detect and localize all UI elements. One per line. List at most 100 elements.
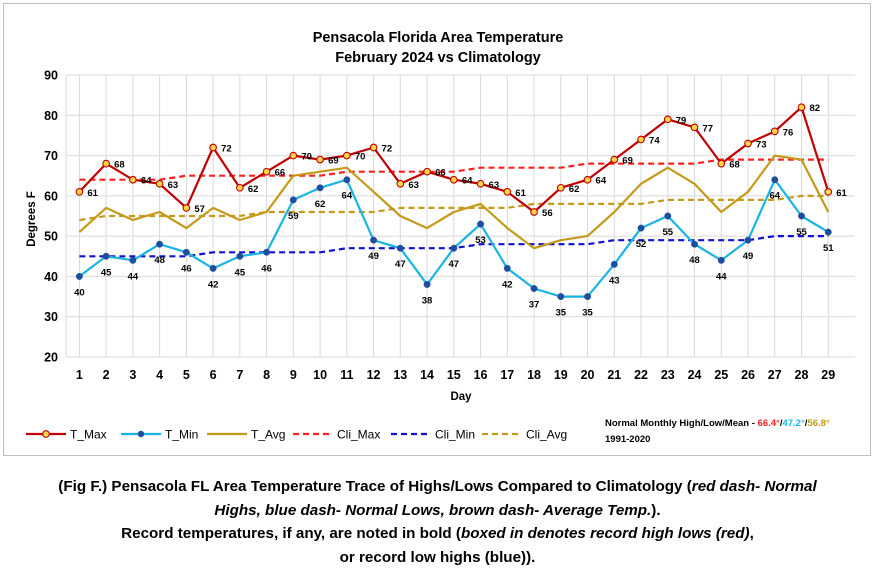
t-min-marker bbox=[637, 224, 645, 232]
t-max-marker bbox=[102, 159, 110, 168]
y-tick-labels: 20 30 40 50 60 70 80 90 bbox=[44, 69, 58, 365]
x-tick-labels: 1 2 3 4 5 6 7 8 9 10 11 12 13 14 15 16 17 18 19 20 21 22 23 24 2… bbox=[76, 368, 835, 382]
temperature-chart: Pensacola Florida Area Temperature Febru… bbox=[26, 30, 855, 445]
t-max-data-label: 62 bbox=[248, 184, 259, 195]
t-max-marker bbox=[262, 167, 271, 176]
t-min-marker bbox=[182, 248, 190, 256]
t-max-data-label: 64 bbox=[462, 176, 473, 187]
x-tick-label: 20 bbox=[581, 368, 595, 382]
t-min-data-label: 44 bbox=[716, 271, 727, 282]
t-min-marker bbox=[503, 264, 511, 272]
t-max-marker bbox=[610, 155, 619, 164]
normals-note-low: 47.2° bbox=[782, 418, 804, 429]
t-max-marker bbox=[556, 183, 565, 192]
legend-item-cli-max: Cli_Max bbox=[293, 428, 380, 442]
t-max-data-label: 61 bbox=[87, 188, 98, 199]
x-tick-label: 17 bbox=[500, 368, 514, 382]
caption-line2-italic: Highs, blue dash- Normal Lows, brown das… bbox=[214, 501, 652, 519]
t-min-marker bbox=[691, 240, 698, 248]
x-tick-label: 15 bbox=[447, 368, 461, 382]
t-min-marker bbox=[824, 228, 832, 236]
y-tick-label: 90 bbox=[44, 69, 58, 83]
t-max-data-label: 72 bbox=[382, 144, 393, 155]
t-max-data-label: 68 bbox=[729, 160, 740, 171]
legend-label: Cli_Max bbox=[337, 428, 380, 442]
caption-line3-end: , bbox=[749, 525, 754, 542]
legend: T_Max T_Min T_Avg Cli_Max Cli_Min Cli_Avg bbox=[26, 428, 567, 442]
x-tick-label: 14 bbox=[420, 368, 434, 382]
t-min-data-label: 45 bbox=[101, 267, 112, 278]
t-max-marker bbox=[583, 175, 592, 184]
t-min-marker bbox=[102, 252, 110, 260]
normals-note-prefix: Normal Monthly High/Low/Mean - bbox=[605, 418, 758, 429]
t-min-data-label: 47 bbox=[395, 259, 406, 270]
t-min-data-label: 44 bbox=[128, 271, 139, 282]
t-max-marker bbox=[797, 103, 806, 112]
t-max-data-label: 72 bbox=[221, 144, 232, 155]
t-min-marker bbox=[156, 240, 164, 248]
t-min-marker bbox=[209, 264, 217, 272]
x-tick-label: 28 bbox=[795, 368, 809, 382]
t-min-marker bbox=[557, 293, 565, 301]
t-max-marker bbox=[75, 187, 84, 196]
t-max-data-label: 61 bbox=[836, 188, 847, 199]
x-tick-label: 22 bbox=[634, 368, 648, 382]
caption-line2-text: ). bbox=[651, 501, 661, 519]
normals-note-sep2: / bbox=[805, 418, 808, 429]
t-max-data-label: 70 bbox=[301, 152, 312, 163]
t-min-marker bbox=[530, 285, 538, 292]
x-tick-label: 8 bbox=[263, 368, 270, 382]
t-min-data-label: 45 bbox=[235, 267, 246, 278]
t-max-data-label: 66 bbox=[275, 168, 286, 179]
t-max-data-label: 63 bbox=[168, 180, 179, 191]
t-min-marker bbox=[289, 196, 297, 204]
x-tick-label: 21 bbox=[607, 368, 621, 382]
t-max-data-label: 69 bbox=[328, 156, 339, 167]
t-min-data-label: 35 bbox=[582, 308, 593, 319]
t-max-data-label: 64 bbox=[141, 176, 152, 187]
t-max-marker bbox=[235, 183, 244, 192]
legend-item-cli-avg: Cli_Avg bbox=[482, 428, 567, 442]
t-max-marker bbox=[182, 204, 191, 212]
t-max-marker bbox=[449, 175, 458, 184]
t-min-data-label: 59 bbox=[288, 211, 299, 222]
t-max-marker bbox=[717, 159, 726, 168]
t-min-data-label: 47 bbox=[449, 259, 460, 270]
t-max-data-label: 74 bbox=[649, 135, 660, 146]
x-tick-label: 16 bbox=[474, 368, 488, 382]
x-axis-label: Day bbox=[450, 391, 472, 403]
t-min-data-label: 53 bbox=[475, 235, 486, 246]
t-max-data-label: 70 bbox=[355, 152, 366, 163]
legend-item-t-max: T_Max bbox=[26, 428, 107, 442]
t-min-data-label: 35 bbox=[556, 308, 567, 319]
x-tick-label: 9 bbox=[290, 368, 297, 382]
x-tick-label: 18 bbox=[527, 368, 541, 382]
t-min-marker bbox=[717, 256, 725, 264]
t-max-marker bbox=[663, 115, 672, 124]
normals-note-sep1: / bbox=[780, 418, 783, 429]
legend-label: T_Max bbox=[70, 428, 107, 442]
t-min-marker bbox=[236, 252, 244, 260]
y-tick-label: 80 bbox=[44, 109, 58, 123]
x-tick-label: 11 bbox=[340, 368, 353, 382]
t-max-data-label: 69 bbox=[622, 156, 633, 167]
t-max-data-label: 68 bbox=[114, 160, 125, 171]
t-max-marker bbox=[824, 187, 833, 196]
t-min-data-label: 43 bbox=[609, 275, 620, 286]
legend-label: T_Min bbox=[165, 428, 198, 442]
x-tick-label: 10 bbox=[313, 368, 327, 382]
chart-frame: Pensacola Florida Area Temperature Febru… bbox=[3, 3, 871, 456]
x-tick-label: 24 bbox=[688, 368, 702, 382]
t-max-marker bbox=[369, 143, 378, 152]
t-max-marker bbox=[289, 151, 298, 160]
chart-title: Pensacola Florida Area Temperature bbox=[313, 30, 564, 46]
x-tick-label: 3 bbox=[129, 368, 136, 382]
y-tick-label: 20 bbox=[44, 351, 58, 365]
t-max-data-label: 62 bbox=[569, 184, 580, 195]
t-min-marker bbox=[798, 212, 805, 220]
caption-line4-text: or record low highs (blue)). bbox=[339, 548, 536, 566]
t-min-marker bbox=[343, 176, 351, 184]
normals-note-period: 1991-2020 bbox=[605, 434, 650, 445]
t-min-data-label: 55 bbox=[796, 227, 807, 238]
t-min-marker bbox=[370, 236, 378, 244]
